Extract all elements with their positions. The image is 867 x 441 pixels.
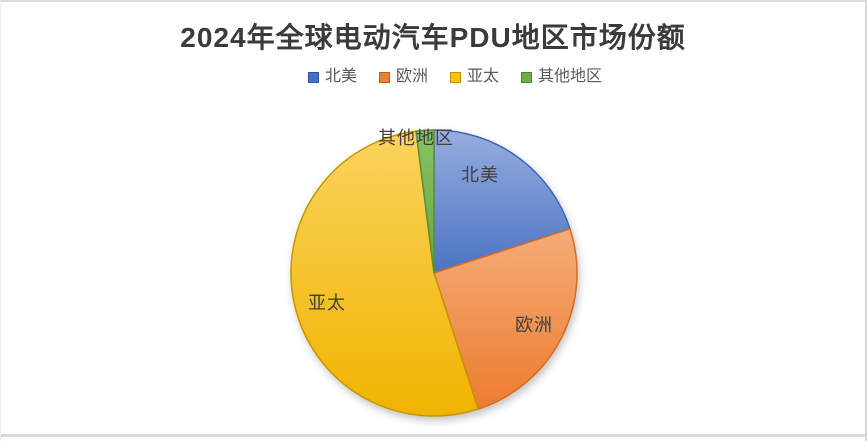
slice-label-other-regions: 其他地区 xyxy=(378,128,454,148)
legend-label-asia-pacific: 亚太 xyxy=(467,68,500,85)
bottom-divider xyxy=(1,434,865,437)
legend-swatch-europe xyxy=(378,71,390,83)
legend-item-asia-pacific[interactable]: 亚太 xyxy=(450,69,499,85)
slice-label-north-america: 北美 xyxy=(461,165,499,185)
pie-slice-asia-pacific[interactable] xyxy=(290,130,479,417)
legend-swatch-other-regions xyxy=(521,71,533,83)
slice-label-europe: 欧洲 xyxy=(515,315,553,335)
legend-item-europe[interactable]: 欧洲 xyxy=(378,68,428,85)
legend-label-other-regions: 其他地区 xyxy=(538,68,603,85)
legend-item-other-regions[interactable]: 其他地区 xyxy=(521,69,602,85)
slice-label-asia-pacific: 亚太 xyxy=(308,293,346,313)
pie-slice-europe[interactable] xyxy=(433,228,578,410)
legend-label-north-america: 北美 xyxy=(324,68,357,85)
pie-slice-north-america[interactable] xyxy=(433,129,571,274)
chart-title: 2024年全球电动汽车PDU地区市场份额 xyxy=(180,22,686,53)
pie-slice-other-regions[interactable] xyxy=(415,129,435,274)
legend-item-north-america[interactable]: 北美 xyxy=(307,68,357,85)
legend-label-europe: 欧洲 xyxy=(395,68,428,85)
chart-legend: 北美 欧洲 亚太 其他地区 xyxy=(23,68,865,85)
legend-swatch-north-america xyxy=(307,71,319,83)
legend-swatch-asia-pacific xyxy=(450,71,461,83)
